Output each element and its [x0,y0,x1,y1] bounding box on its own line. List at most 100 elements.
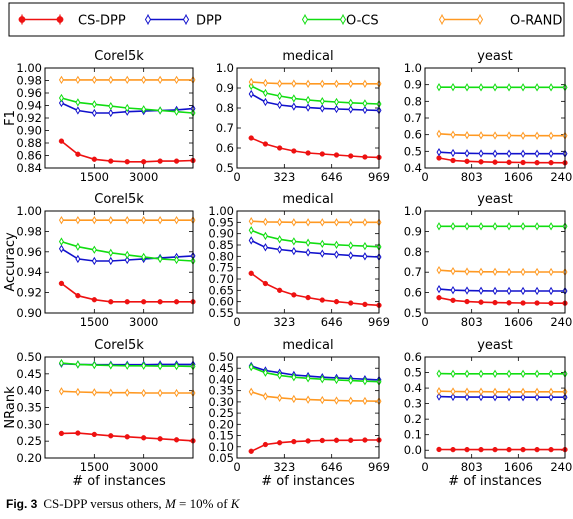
point-3-0-1 [75,293,80,298]
ytick-label-6-3: 0.35 [16,401,42,415]
point-5-0-6 [521,301,526,306]
point-2-2-7 [535,84,539,90]
point-2-0-6 [521,160,526,165]
point-5-3-2 [465,268,469,274]
point-1-3-3 [292,80,296,86]
point-8-0-0 [437,447,442,452]
point-0-2-0 [60,95,64,101]
point-3-3-0 [60,217,64,223]
panel-3: Corel5k Accuracy 0.90 0.92 0.94 0.96 0.98 1.00 1… [3,192,195,329]
xtick-label-3-1: 3000 [129,315,158,329]
point-4-0-0 [249,271,254,276]
xtick-label-8-2: 1606 [504,460,533,474]
caption-var-k: K [231,496,240,511]
series-line-8-1 [439,397,565,398]
ytick-label-6-5: 0.45 [16,367,42,381]
panel-2: yeast0.40.50.60.70.80.91.0080316062409 [404,49,573,184]
point-7-0-6 [334,438,339,443]
caption-var-m: M [165,496,176,511]
point-1-0-5 [320,152,325,157]
ytick-label-6-0: 0.20 [16,451,42,465]
ytick-label-0-7: 0.98 [16,74,42,88]
point-3-2-3 [109,250,113,256]
point-5-0-4 [493,300,498,305]
point-5-3-0 [437,267,441,273]
point-2-3-6 [521,132,525,138]
series-line-4-3 [251,221,379,222]
point-6-2-1 [76,361,80,367]
point-5-2-7 [535,223,539,229]
panel-0: Corel5kF10.840.860.880.900.920.940.960.9… [3,49,195,184]
ytick-label-5-1: 0.6 [404,286,422,300]
point-4-2-7 [349,242,353,248]
series-line-1-2 [251,86,379,104]
point-5-2-5 [507,223,511,229]
point-8-0-8 [549,447,554,452]
point-0-0-6 [158,159,163,164]
legend-marker-0-1 [57,16,63,22]
point-2-1-0 [437,149,441,155]
point-7-3-0 [249,389,253,395]
ytick-label-3-4: 0.98 [16,224,42,238]
xtick-label-7-1: 323 [273,460,295,474]
chart-canvas: CS-DPP DPP O-CS O-RANDCorel5kF10.840.860.88… [0,0,573,490]
point-4-2-6 [335,242,339,248]
point-1-2-1 [264,90,268,96]
point-7-3-1 [264,393,268,399]
xtick-label-6-1: 3000 [129,460,158,474]
xtick-label-2-2: 1606 [504,170,533,184]
point-6-3-7 [175,390,179,396]
point-1-2-7 [349,100,353,106]
xtick-label-4-0: 0 [233,315,240,329]
ytick-label-1-1: 0.6 [216,141,234,155]
point-0-1-1 [76,107,80,113]
xtick-label-4-1: 323 [273,315,295,329]
point-2-1-4 [493,150,497,156]
point-5-2-1 [451,223,455,229]
point-2-2-3 [479,84,483,90]
point-8-2-4 [493,371,497,377]
point-1-2-6 [335,99,339,105]
point-0-3-1 [76,77,80,83]
point-7-3-4 [306,396,310,402]
point-3-3-7 [175,217,179,223]
point-2-0-7 [535,160,540,165]
xaxis-label-2: # of instances [448,474,542,489]
point-2-1-3 [479,150,483,156]
series-line-5-3 [439,270,565,272]
point-3-3-2 [92,217,96,223]
point-5-0-3 [479,300,484,305]
point-5-1-1 [451,287,455,293]
point-0-2-1 [76,99,80,105]
point-8-2-6 [521,371,525,377]
xtick-label-0-0: 1500 [80,170,109,184]
ytick-label-0-1: 0.86 [16,149,42,163]
point-4-1-4 [306,249,310,255]
point-4-1-8 [363,253,367,259]
point-3-0-7 [174,299,179,304]
xtick-label-4-2: 646 [321,315,343,329]
ytick-label-1-4: 0.9 [216,81,234,95]
point-4-3-5 [320,219,324,225]
ytick-label-6-4: 0.40 [16,384,42,398]
point-4-1-7 [349,252,353,258]
point-3-0-2 [92,297,97,302]
point-0-0-1 [75,152,80,157]
series-line-7-0 [251,440,379,451]
point-5-3-6 [521,269,525,275]
point-7-3-8 [363,398,367,404]
point-3-0-4 [125,299,130,304]
point-6-0-3 [108,433,113,438]
point-5-2-3 [479,223,483,229]
point-3-2-0 [60,238,64,244]
point-2-3-3 [479,132,483,138]
panel-7: medical0.050.100.150.200.250.300.350.400… [208,338,390,474]
point-8-3-8 [549,389,553,395]
xtick-label-8-0: 0 [421,460,428,474]
ytick-label-4-9: 1.00 [208,204,234,218]
point-2-1-2 [465,150,469,156]
point-0-2-3 [109,103,113,109]
ytick-label-2-5: 0.9 [404,78,422,92]
xtick-label-1-0: 0 [233,170,240,184]
